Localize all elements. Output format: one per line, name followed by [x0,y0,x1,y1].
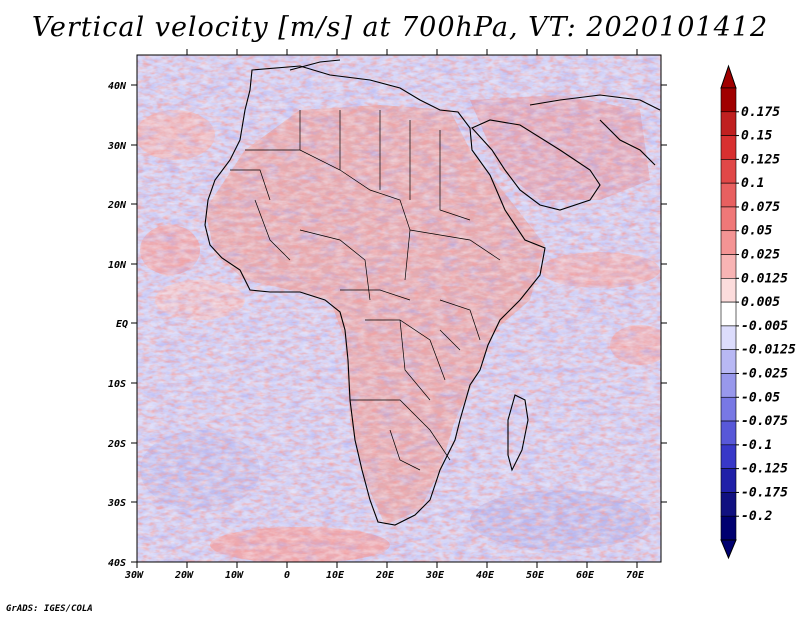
lon-label: 70E [626,570,645,581]
colorbar-segment [720,135,737,160]
colorbar-label: 0.025 [741,248,780,263]
lat-label: EQ [116,319,128,330]
colorbar-max-arrow [720,64,737,89]
colorbar-label: -0.1 [741,438,772,453]
lat-label: 40S [108,558,126,569]
lat-label: 40N [108,81,127,92]
colorbar-segment [720,325,737,350]
vertical-velocity-field [137,55,661,562]
lat-label: 20S [107,439,126,450]
colorbar-segment [720,254,737,279]
colorbar-label: 0.125 [741,152,780,167]
colorbar-label: -0.175 [741,485,788,500]
lon-label: 30E [425,570,445,581]
colorbar-label: -0.005 [741,319,788,334]
longitude-axis [136,49,638,568]
lon-label: 10W [225,570,244,581]
lat-label: 20N [107,200,127,211]
colorbar-segment [720,396,737,422]
colorbar-segment [720,444,737,469]
lat-label: 10N [108,260,127,271]
lon-label: 30W [124,570,144,581]
colorbar-label: -0.2 [741,509,772,524]
colorbar-label: 0.175 [741,105,780,120]
colorbar-segment [720,515,737,541]
colorbar-label: 0.0125 [741,271,788,286]
colorbar-segment [720,420,737,446]
colorbar-label: -0.05 [741,390,780,405]
colorbar-label: 0.05 [741,224,772,239]
software-credit: GrADS: IGES/COLA [6,604,93,614]
lon-label: 60E [576,570,595,581]
country-borders [230,110,501,471]
lon-label: 10E [326,570,345,581]
colorbar-segment [720,373,737,398]
lon-label: 20W [174,570,194,581]
colorbar-segment [720,182,737,208]
plot-frame [136,54,662,563]
map-title: Vertical velocity [m/s] at 700hPa, VT: 2… [31,12,769,43]
lon-label: 50E [526,570,545,581]
colorbar-label: 0.005 [741,295,780,310]
colorbar-segment [720,349,737,374]
colorbar-segment [720,230,737,255]
colorbar-segment [720,159,737,184]
lat-label: 30N [107,141,127,152]
lat-label: 10S [108,379,126,390]
colorbar-label: -0.025 [741,366,788,381]
colorbar-segment [720,301,737,327]
colorbar-segment [720,206,737,232]
colorbar-segment [720,111,737,136]
latitude-axis [131,84,667,563]
colorbar-segment [720,87,737,113]
colorbar-min-arrow [720,539,737,560]
colorbar-segment [720,492,737,517]
lon-label: 0 [284,570,290,581]
colorbar-label: 0.1 [741,176,764,191]
lon-label: 20E [375,570,395,581]
colorbar-label: -0.0125 [741,343,796,358]
colorbar-label: 0.15 [741,129,772,144]
colorbar-label: -0.075 [741,414,788,429]
colorbar: 0.175 0.15 0.125 0.1 0.075 0.05 0.025 0.0125 0.0… [720,64,796,560]
colorbar-label: -0.125 [741,462,788,477]
colorbar-segment [720,278,737,303]
colorbar-segment [720,468,737,493]
lon-label: 40E [476,570,495,581]
colorbar-label: 0.075 [741,200,780,215]
lat-label: 30S [107,498,126,509]
coastlines [204,59,661,526]
